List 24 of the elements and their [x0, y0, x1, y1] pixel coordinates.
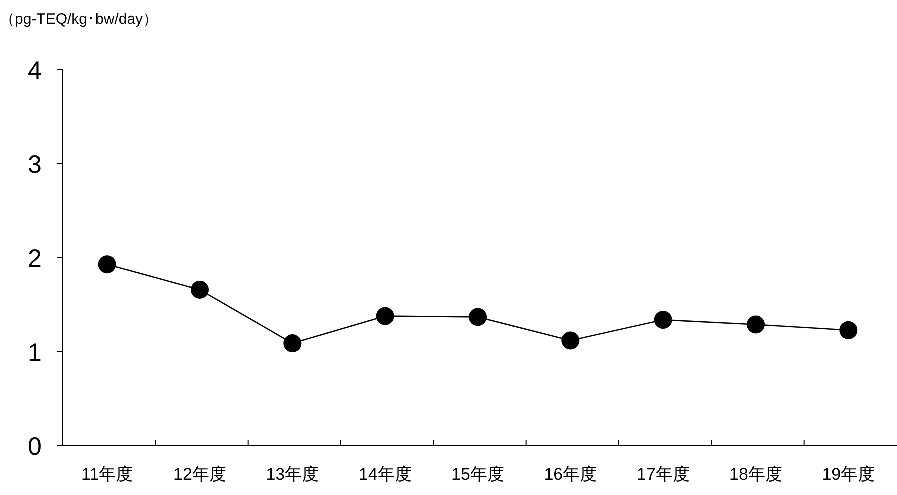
x-tick-label: 19年度 [822, 465, 876, 484]
point [284, 334, 302, 353]
x-tick-label: 13年度 [266, 465, 320, 484]
y-tick-label: 3 [28, 151, 42, 179]
y-tick-label: 0 [28, 433, 42, 461]
y-axis-title: （pg-TEQ/kg･bw/day） [0, 11, 158, 28]
y-tick-label: 1 [28, 339, 42, 367]
y-tick-label: 4 [28, 57, 42, 85]
x-tick-label: 14年度 [358, 465, 412, 484]
x-tick-label: 11年度 [82, 465, 134, 484]
point [376, 307, 394, 326]
point [562, 332, 580, 350]
point [191, 280, 209, 299]
x-tick-label: 17年度 [636, 465, 690, 484]
x-tick-label: 15年度 [452, 465, 504, 484]
x-tick-label: 18年度 [730, 465, 782, 484]
point [654, 311, 672, 330]
x-tick-label: 12年度 [174, 465, 226, 484]
x-tick-label: 16年度 [544, 465, 598, 484]
point [747, 316, 765, 334]
point [840, 321, 858, 340]
point [469, 308, 487, 326]
point [98, 256, 116, 274]
y-tick-label: 2 [28, 245, 42, 273]
